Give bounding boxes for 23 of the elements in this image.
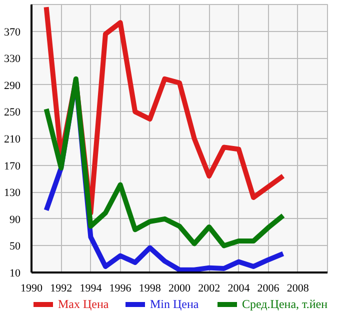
x-tick-label: 2002 xyxy=(198,282,220,294)
y-tick-label: 10 xyxy=(10,268,21,280)
x-tick-label: 2008 xyxy=(286,282,310,294)
x-tick-label: 2004 xyxy=(228,282,250,294)
y-tick-label: 130 xyxy=(4,187,21,200)
y-tick-label: 50 xyxy=(10,240,21,253)
x-tick-label: 2000 xyxy=(168,282,191,294)
y-tick-label: 250 xyxy=(4,106,21,119)
x-tick-label: 1994 xyxy=(80,282,102,294)
legend-label: Сред.Цена, т.йен xyxy=(242,296,328,312)
legend-label: Max Цена xyxy=(58,296,109,312)
y-tick-label: 290 xyxy=(4,80,21,92)
x-tick-label: 1990 xyxy=(20,282,43,294)
y-tick-label: 330 xyxy=(4,53,21,66)
y-tick-label: 370 xyxy=(4,26,21,38)
x-tick-label: 2006 xyxy=(257,282,280,294)
y-tick-label: 210 xyxy=(4,134,21,146)
y-tick-label: 170 xyxy=(4,160,21,172)
x-tick-label: 1998 xyxy=(138,282,162,294)
x-tick-label: 1992 xyxy=(50,282,72,294)
legend-label: Min Цена xyxy=(150,296,199,312)
x-tick-label: 1996 xyxy=(109,282,132,294)
y-tick-label: 90 xyxy=(10,214,21,226)
